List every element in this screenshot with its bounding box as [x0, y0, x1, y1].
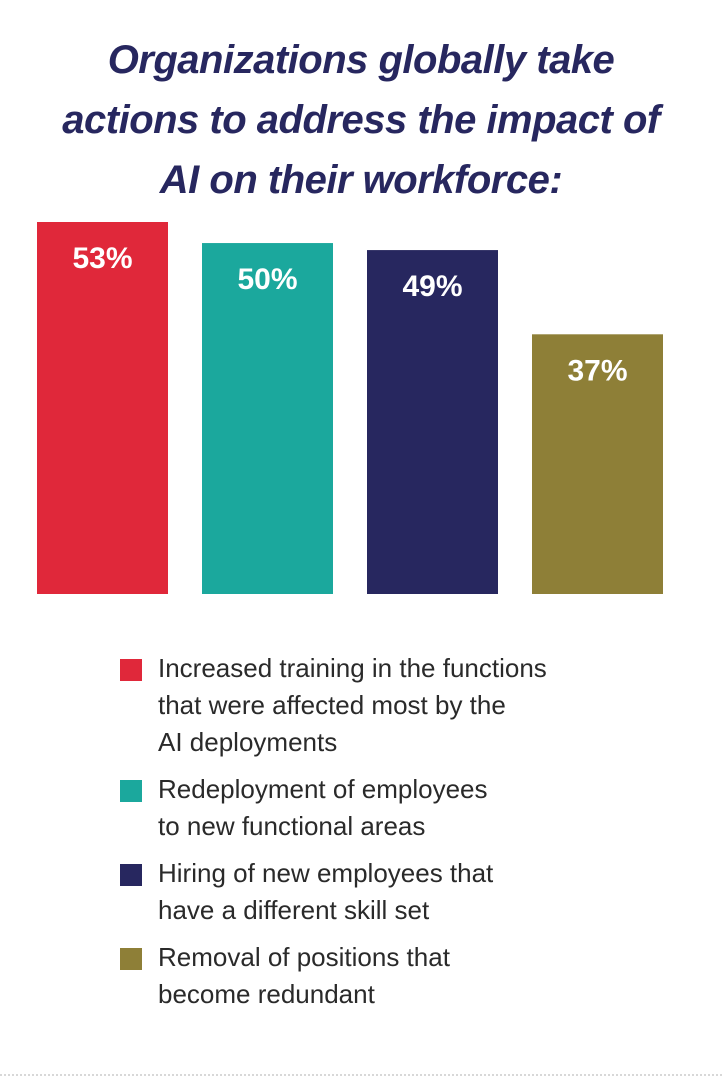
chart-legend: Increased training in the functions that…: [120, 650, 680, 1023]
bar-hiring: [367, 250, 498, 594]
legend-item-training: Increased training in the functions that…: [120, 650, 680, 761]
legend-label-hiring-line-1: Hiring of new employees that: [158, 858, 494, 888]
legend-label-training: Increased training in the functions that…: [158, 650, 588, 761]
legend-label-redeployment-line-2: to new functional areas: [158, 811, 426, 841]
value-label-redeployment: 50%: [237, 263, 297, 296]
legend-label-removal-line-1: Removal of positions that: [158, 942, 450, 972]
chart-title-line-1: Organizations globally take: [107, 38, 615, 82]
chart-title-line-3: AI on their workforce:: [159, 158, 563, 202]
value-label-training: 53%: [72, 242, 132, 275]
legend-item-redeployment: Redeployment of employees to new functio…: [120, 771, 680, 845]
bar-training: [37, 222, 168, 594]
legend-swatch-training: [120, 659, 142, 681]
legend-label-redeployment-line-1: Redeployment of employees: [158, 774, 488, 804]
legend-label-training-line-3: AI deployments: [158, 727, 338, 757]
legend-item-hiring: Hiring of new employees that have a diff…: [120, 855, 680, 929]
legend-swatch-hiring: [120, 864, 142, 886]
legend-label-removal-line-2: become redundant: [158, 979, 375, 1009]
bar-chart: 53% 50% 49% 37%: [37, 222, 663, 594]
legend-item-removal: Removal of positions that become redunda…: [120, 939, 680, 1013]
legend-label-hiring-line-2: have a different skill set: [158, 895, 430, 925]
legend-label-training-line-1: Increased training in the functions: [158, 653, 547, 683]
legend-label-redeployment: Redeployment of employees to new functio…: [158, 771, 588, 845]
legend-swatch-redeployment: [120, 780, 142, 802]
value-label-hiring: 49%: [402, 270, 462, 303]
chart-title: Organizations globally take actions to a…: [0, 30, 722, 210]
bar-redeployment: [202, 243, 333, 594]
legend-label-hiring: Hiring of new employees that have a diff…: [158, 855, 588, 929]
value-label-removal: 37%: [567, 354, 627, 387]
dotted-divider: [0, 1074, 722, 1076]
legend-swatch-removal: [120, 948, 142, 970]
legend-label-training-line-2: that were affected most by the: [158, 690, 506, 720]
chart-title-line-2: actions to address the impact of: [62, 98, 660, 142]
legend-label-removal: Removal of positions that become redunda…: [158, 939, 588, 1013]
bar-removal: [532, 334, 663, 594]
